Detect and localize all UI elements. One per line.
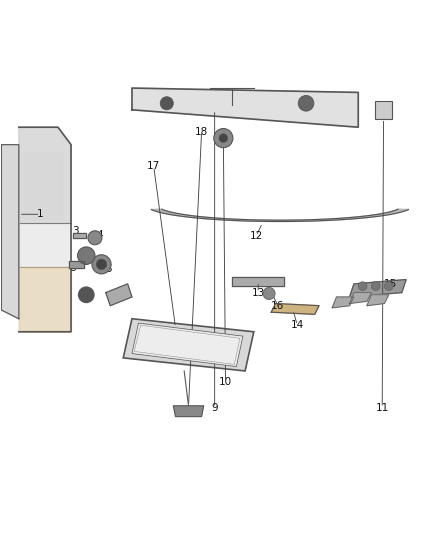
Text: 11: 11 [375,403,389,413]
Polygon shape [152,209,409,222]
Circle shape [358,282,367,290]
Circle shape [298,95,314,111]
Polygon shape [69,261,84,268]
Circle shape [385,282,393,290]
Polygon shape [232,277,284,286]
Polygon shape [19,266,71,332]
Circle shape [78,247,95,264]
Text: 4: 4 [96,230,102,240]
Polygon shape [332,297,354,308]
Text: 15: 15 [384,279,398,289]
Polygon shape [132,323,243,367]
Polygon shape [350,279,406,297]
Polygon shape [1,144,19,319]
Polygon shape [123,319,254,371]
Circle shape [371,282,380,290]
Polygon shape [173,406,204,417]
Polygon shape [19,127,71,332]
Circle shape [88,231,102,245]
Text: 12: 12 [249,231,263,241]
Text: 5: 5 [105,264,111,273]
Text: 2: 2 [81,257,88,267]
Polygon shape [19,127,71,223]
Text: 18: 18 [195,126,208,136]
Polygon shape [132,88,358,127]
Polygon shape [350,293,371,303]
Text: 7: 7 [83,288,89,297]
Circle shape [263,287,275,300]
Circle shape [214,128,233,148]
Polygon shape [23,154,62,219]
Text: 8: 8 [118,288,124,297]
FancyBboxPatch shape [375,101,392,118]
Polygon shape [367,295,389,305]
Polygon shape [271,303,319,314]
Circle shape [92,255,111,274]
Text: 17: 17 [147,161,160,172]
Polygon shape [134,325,240,365]
Polygon shape [73,232,86,238]
Text: 13: 13 [251,288,265,297]
Circle shape [219,134,228,142]
Text: 14: 14 [291,320,304,330]
Circle shape [96,259,107,270]
Text: 10: 10 [219,377,232,387]
Text: 1: 1 [37,209,44,219]
Text: 16: 16 [271,301,284,311]
Circle shape [160,97,173,110]
Text: 3: 3 [72,226,79,236]
Circle shape [78,287,94,303]
Polygon shape [106,284,132,305]
Text: 9: 9 [212,403,218,413]
Text: 6: 6 [69,263,76,273]
